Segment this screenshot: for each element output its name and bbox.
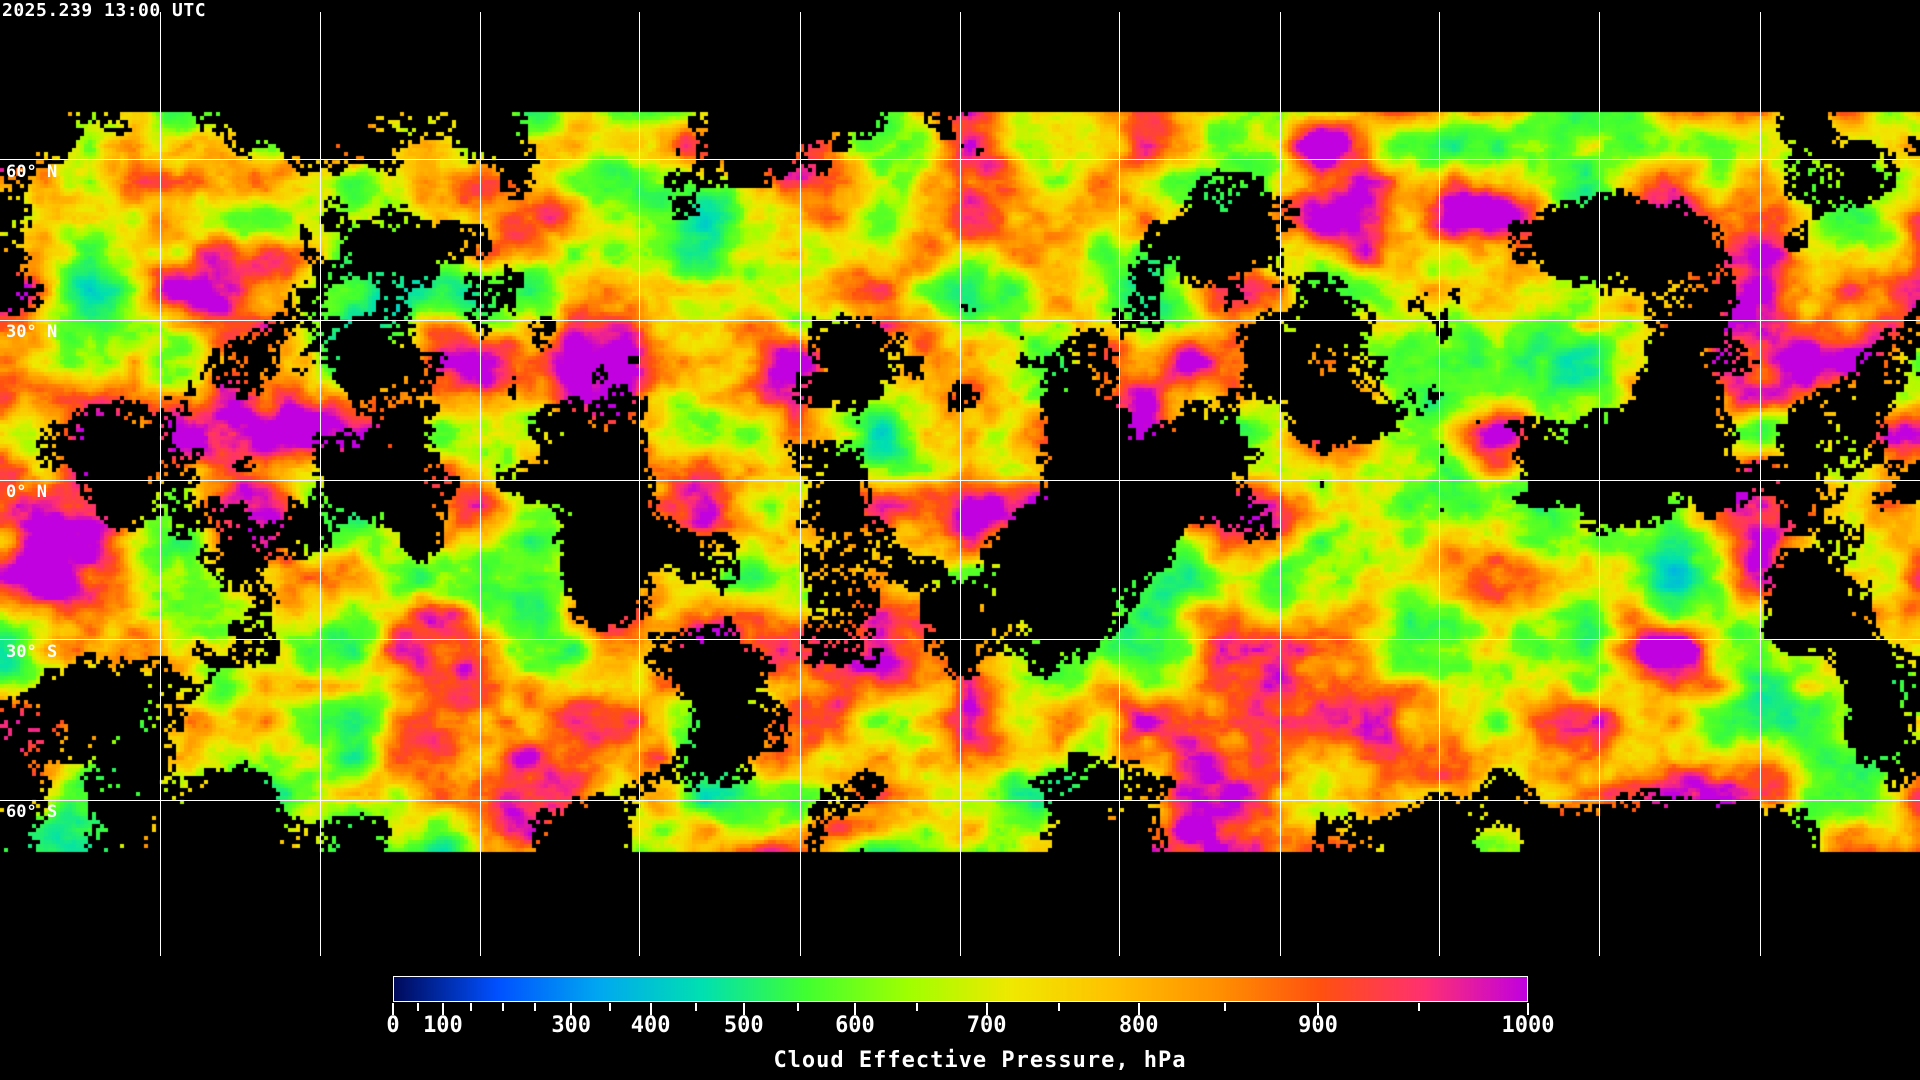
longitude-gridline [1280,12,1281,956]
lat-label-60s: 60° S [6,802,58,822]
lat-label-0n: 0° N [6,482,47,502]
longitude-gridline [160,12,161,956]
longitude-gridline [1439,12,1440,956]
colorbar-minor-tick [533,1003,536,1011]
colorbar-major-tick [1527,1003,1529,1015]
latitude-gridline [0,480,1920,481]
colorbar-tick-label: 100 [423,1013,463,1038]
colorbar-tick-label: 1000 [1501,1013,1555,1038]
colorbar-ticks [392,1003,1529,1023]
longitude-gridline [1599,12,1600,956]
colorbar [393,976,1528,1002]
colorbar-tick-label: 500 [723,1013,764,1038]
colorbar-major-tick [1317,1003,1320,1015]
colorbar-major-tick [1137,1003,1140,1015]
longitude-gridline [960,12,961,956]
longitude-gridline [320,12,321,956]
colorbar-tick-label: 900 [1298,1013,1338,1038]
latitude-gridline [0,159,1920,160]
longitude-gridline [1119,12,1120,956]
colorbar-minor-tick [470,1003,473,1011]
cloud-pressure-map: 60° N 30° N 0° N 30° S 60° S [0,0,1920,960]
colorbar-tick-label: 700 [966,1013,1007,1038]
colorbar-tick-label: 400 [630,1013,671,1038]
colorbar-major-tick [853,1003,856,1015]
latitude-gridline [0,320,1920,321]
colorbar-major-tick [985,1003,988,1015]
colorbar-major-tick [649,1003,652,1015]
colorbar-major-tick [742,1003,745,1015]
colorbar-major-tick [441,1003,444,1015]
colorbar-title: Cloud Effective Pressure, hPa [773,1048,1187,1073]
colorbar-major-tick [570,1003,573,1015]
longitude-gridline [800,12,801,956]
colorbar-minor-tick [416,1003,419,1011]
colorbar-minor-tick [1418,1003,1421,1011]
colorbar-major-tick [392,1003,394,1015]
colorbar-minor-tick [916,1003,919,1011]
colorbar-minor-tick [797,1003,800,1011]
colorbar-minor-tick [502,1003,505,1011]
lat-label-60n: 60° N [6,162,58,182]
colorbar-minor-tick [608,1003,611,1011]
colorbar-minor-tick [1058,1003,1061,1011]
lat-label-30n: 30° N [6,322,58,342]
colorbar-tick-label: 300 [551,1013,592,1038]
colorbar-minor-tick [1223,1003,1226,1011]
longitude-gridline [639,12,640,956]
longitude-gridline [480,12,481,956]
timestamp: 2025.239 13:00 UTC [2,0,207,21]
colorbar-minor-tick [695,1003,698,1011]
longitude-gridline [1760,12,1761,956]
latitude-gridline [0,639,1920,640]
colorbar-tick-label: 800 [1118,1013,1159,1038]
colorbar-tick-label: 600 [835,1013,875,1038]
lat-label-30s: 30° S [6,642,58,662]
latitude-gridline [0,800,1920,801]
colorbar-tick-label: 0 [386,1013,400,1038]
